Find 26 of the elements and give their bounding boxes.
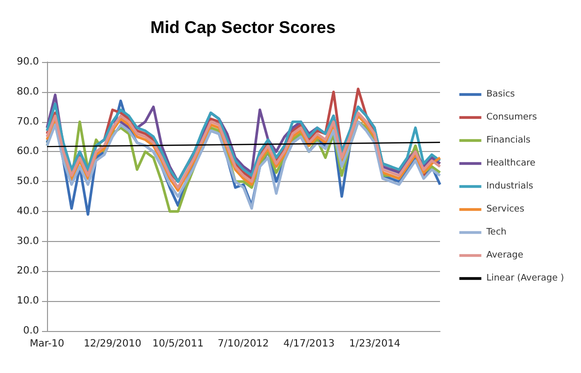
chart-title: Mid Cap Sector Scores: [150, 18, 336, 37]
legend-label: Services: [486, 204, 525, 214]
y-tick-label: 20.0: [16, 266, 39, 277]
legend-label: Linear (Average ): [486, 274, 564, 284]
legend-label: Average: [486, 250, 524, 260]
legend-label: Industrials: [486, 182, 534, 192]
y-tick-label: 60.0: [16, 146, 39, 158]
y-tick-label: 0.0: [23, 326, 39, 336]
legend-label: Financials: [486, 136, 531, 146]
x-tick-label: 1/23/2014: [349, 338, 400, 350]
x-tick-label: Mar-10: [30, 338, 64, 350]
y-tick-label: 40.0: [16, 206, 39, 217]
y-tick-label: 80.0: [16, 86, 39, 98]
x-tick-label: 7/10/2012: [218, 338, 269, 350]
legend-label: Consumers: [486, 112, 538, 122]
y-tick-label: 90.0: [16, 56, 39, 68]
legend-label: Basics: [486, 90, 516, 100]
y-tick-label: 50.0: [16, 176, 39, 188]
legend-label: Healthcare: [486, 158, 536, 168]
y-tick-label: 30.0: [16, 236, 39, 247]
x-tick-label: 10/5/2011: [152, 338, 204, 350]
legend-label: Tech: [485, 228, 506, 238]
x-tick-label: 12/29/2010: [84, 338, 142, 350]
y-tick-label: 10.0: [16, 296, 39, 307]
y-tick-label: 70.0: [16, 116, 39, 128]
x-tick-label: 4/17/2013: [283, 338, 335, 350]
